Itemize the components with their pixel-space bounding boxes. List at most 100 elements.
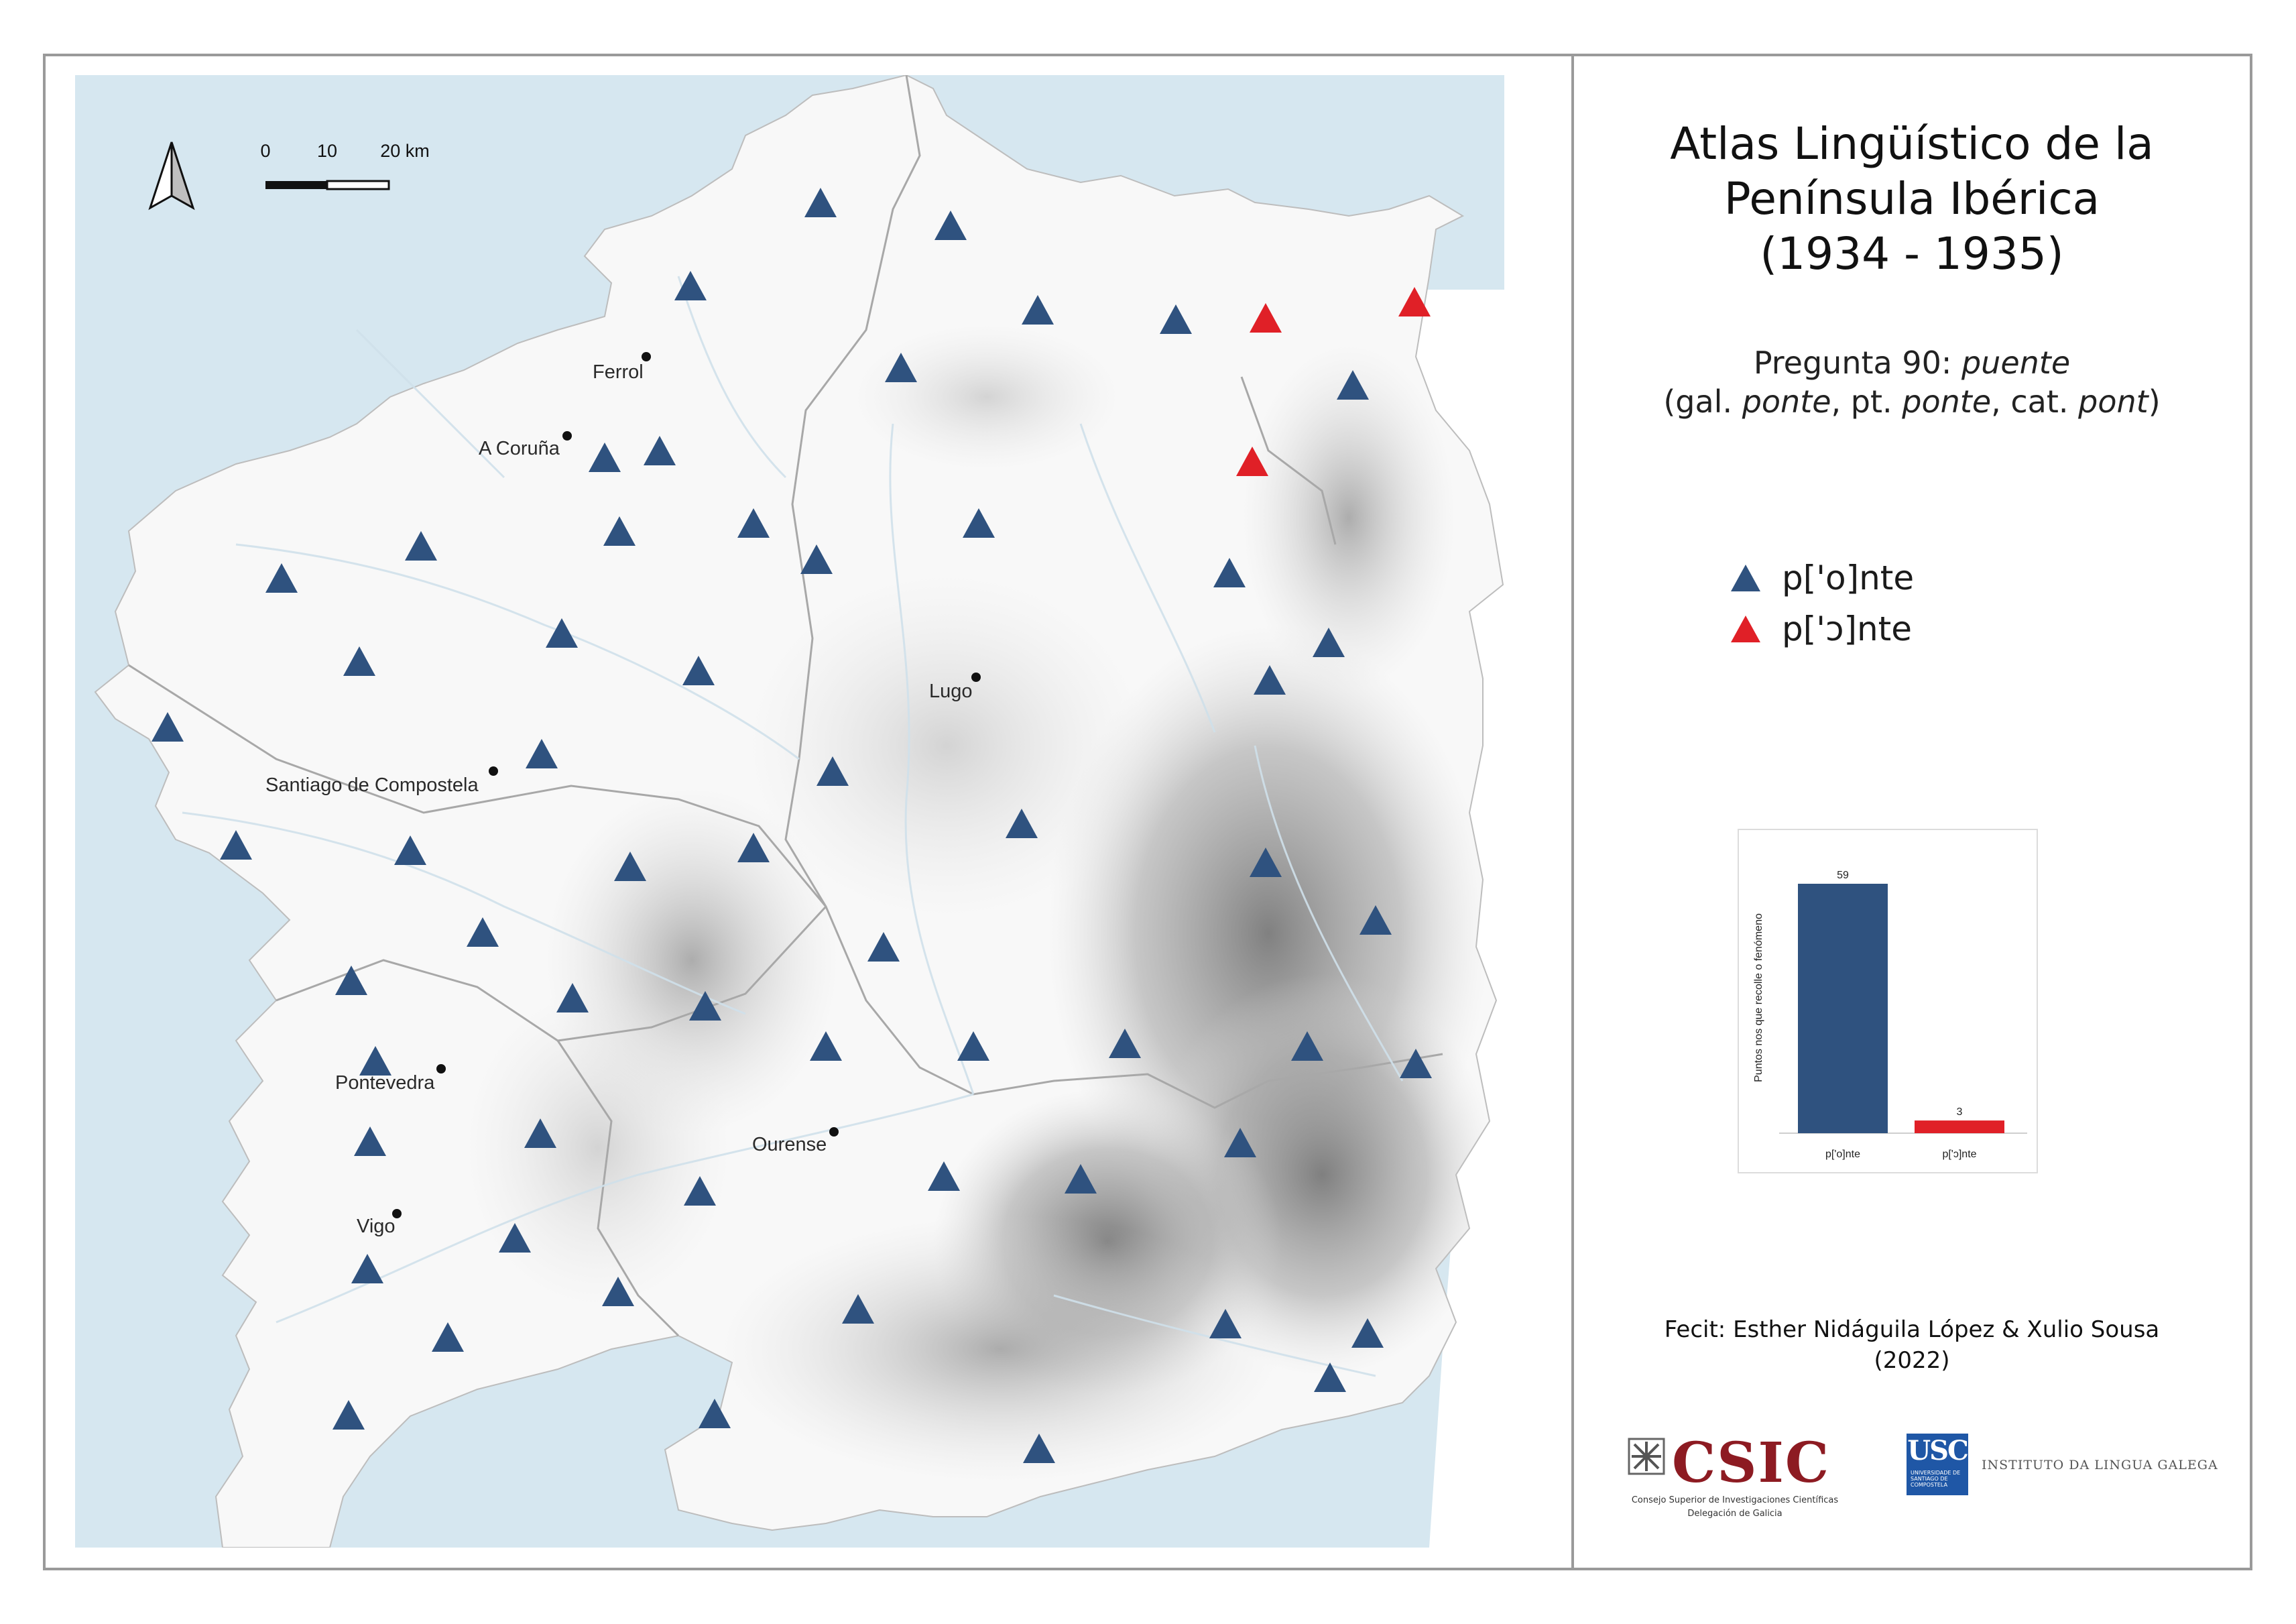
- survey-point-o: [1006, 809, 1038, 838]
- chart-bar-0: [1798, 884, 1888, 1133]
- chart-category-label-1: p['ɔ]nte: [1942, 1149, 1976, 1160]
- relief-north: [853, 323, 1121, 471]
- survey-point-o: [333, 1400, 365, 1430]
- survey-point-o: [674, 271, 707, 300]
- relief-west: [464, 987, 732, 1309]
- csic-subtitle: Consejo Superior de Investigaciones Cien…: [1631, 1495, 1839, 1505]
- map-canvas: 0 10 20 km Ferrol A Coruña Lugo Santiago…: [75, 75, 1504, 1548]
- usc-logo: USC UNIVERSIDADE DE SANTIAGO DE COMPOSTE…: [1907, 1434, 1969, 1495]
- survey-point-o: [351, 1254, 383, 1283]
- city-dot-ourense: [829, 1127, 839, 1137]
- survey-point-o: [1400, 1049, 1432, 1078]
- panel-divider: [1571, 54, 1574, 1570]
- survey-point-o: [1291, 1031, 1323, 1061]
- map-frame: [43, 54, 2252, 1570]
- survey-point-o: [405, 531, 437, 561]
- gal-word: ponte: [1742, 384, 1831, 420]
- survey-point-o: [810, 1031, 842, 1061]
- gal-label: (gal.: [1663, 384, 1742, 420]
- survey-point-o: [689, 991, 721, 1021]
- legend-label-o: p['o]nte: [1782, 559, 1915, 597]
- credits: Fecit: Esther Nidáguila López & Xulio So…: [1574, 1314, 2250, 1376]
- survey-point-o: [737, 833, 770, 862]
- survey-point-o: [335, 966, 367, 995]
- scale-tick-10: 10: [317, 141, 337, 161]
- legend-item-o: p['o]nte: [1730, 553, 1914, 603]
- logos: CSIC Consejo Superior de Investigaciones…: [1628, 1431, 2231, 1519]
- map: 0 10 20 km Ferrol A Coruña Lugo Santiago…: [75, 75, 1504, 1548]
- usc-logo-text: USC: [1907, 1435, 1969, 1466]
- bar-chart: Puntos nos que recolle o fenómeno 59 p['o…: [1738, 829, 2038, 1173]
- triangle-red-icon: [1731, 616, 1760, 642]
- survey-point-o: [556, 983, 589, 1012]
- survey-point-o: [526, 739, 558, 768]
- survey-point-o: [467, 917, 499, 947]
- survey-point-o: [963, 508, 995, 538]
- city-dot-vigo: [392, 1209, 402, 1218]
- city-label-a-coruna: A Coruña: [479, 438, 560, 459]
- survey-point-o: [800, 544, 833, 574]
- chart-bar-1: [1915, 1120, 2004, 1133]
- survey-point-o: [957, 1031, 989, 1061]
- credits-year: (2022): [1874, 1347, 1950, 1374]
- survey-point-o: [1224, 1128, 1256, 1157]
- ilg-logo: INSTITUTO DA LINGUA GALEGA: [1982, 1458, 2218, 1472]
- survey-point-o: [1209, 1309, 1242, 1338]
- survey-point-open-o: [1236, 447, 1268, 476]
- survey-point-o: [1313, 628, 1345, 657]
- question-prefix: Pregunta 90:: [1753, 345, 1961, 381]
- city-label-vigo: Vigo: [357, 1216, 396, 1237]
- survey-point-o: [1022, 295, 1054, 325]
- cat-word: pont: [2078, 384, 2149, 420]
- survey-points: [152, 188, 1432, 1463]
- triangle-blue-icon: [1731, 565, 1760, 591]
- survey-point-o: [885, 353, 917, 382]
- survey-point-o: [265, 563, 298, 593]
- survey-point-o: [546, 618, 578, 648]
- city-dot-ferrol: [642, 352, 651, 361]
- title-line-1: Atlas Lingüístico de la: [1670, 118, 2154, 170]
- survey-point-o: [867, 932, 900, 962]
- city-dot-lugo: [971, 673, 981, 682]
- relief-northeast: [1242, 343, 1456, 692]
- survey-point-o: [359, 1046, 391, 1076]
- city-label-lugo: Lugo: [929, 681, 973, 702]
- legend: p['o]nte p['ɔ]nte: [1730, 553, 1914, 654]
- province-borders: [128, 75, 1443, 1337]
- survey-point-o: [1351, 1318, 1384, 1348]
- survey-point-o: [934, 211, 967, 240]
- chart-category-label-0: p['o]nte: [1825, 1149, 1860, 1160]
- survey-point-o: [842, 1294, 874, 1324]
- survey-point-open-o: [1398, 287, 1431, 316]
- survey-point-o: [737, 508, 770, 538]
- survey-point-o: [589, 443, 621, 472]
- info-panel: Atlas Lingüístico de la Península Ibéric…: [1574, 56, 2250, 1568]
- pt-label: , pt.: [1831, 384, 1902, 420]
- survey-point-o: [928, 1161, 960, 1191]
- city-label-ferrol: Ferrol: [593, 361, 644, 383]
- city-label-ourense: Ourense: [752, 1134, 827, 1155]
- survey-point-o: [1250, 848, 1282, 877]
- survey-point-o: [699, 1399, 731, 1428]
- question-line-1: Pregunta 90: puente: [1574, 343, 2250, 382]
- relief-south: [719, 1215, 1282, 1483]
- csic-logo: CSIC: [1672, 1431, 1831, 1495]
- survey-point-o: [684, 1176, 716, 1206]
- survey-point-o: [394, 835, 426, 865]
- survey-point-o: [220, 830, 252, 860]
- survey-point-o: [499, 1223, 531, 1253]
- city-dot-pontevedra: [436, 1064, 446, 1074]
- survey-point-o: [804, 188, 837, 217]
- chart-data-label-1: 3: [1957, 1106, 1963, 1118]
- survey-point-o: [343, 646, 375, 676]
- usc-logo-subtext: UNIVERSIDADE DE SANTIAGO DE COMPOSTELA: [1911, 1470, 1961, 1488]
- scale-tick-0: 0: [260, 141, 270, 161]
- survey-point-o: [1160, 304, 1192, 334]
- scale-bar: 0 10 20 km: [260, 141, 430, 190]
- survey-point-open-o: [1250, 303, 1282, 333]
- survey-point-o: [603, 516, 636, 546]
- survey-point-o: [602, 1277, 634, 1306]
- survey-point-o: [1254, 665, 1286, 695]
- survey-point-o: [1023, 1434, 1055, 1463]
- survey-point-o: [1109, 1029, 1141, 1058]
